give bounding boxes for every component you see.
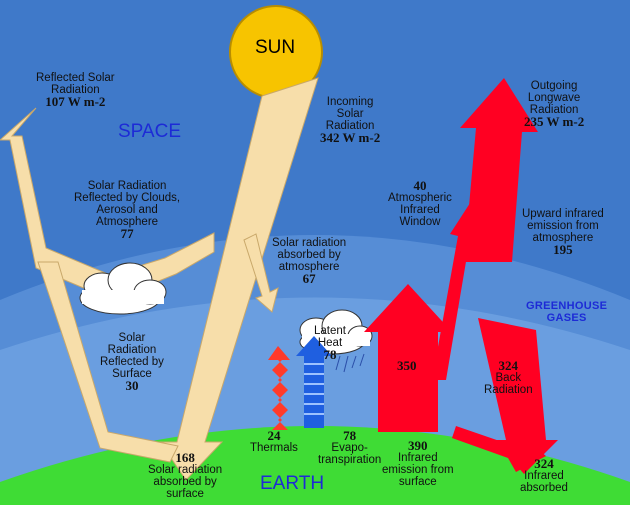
window-label: 40 Atmospheric Infrared Window [388, 178, 452, 228]
upward-ir-label: Upward infrared emission from atmosphere… [522, 208, 604, 257]
greenhouse-label: GREENHOUSE GASES [526, 300, 608, 324]
incoming-solar-beam [159, 77, 319, 481]
ir-emission-label: 390 Infrared emission from surface [382, 438, 454, 488]
reflected-surface-label: Solar Radiation Reflected by Surface 30 [100, 332, 164, 393]
ir-absorbed-label: 324 Infrared absorbed [520, 456, 568, 494]
rain [335, 353, 365, 373]
outgoing-longwave-label: Outgoing Longwave Radiation 235 W m-2 [524, 80, 585, 129]
ir-absorbed-arrow [452, 426, 546, 472]
absorbed-surface-label: 168 Solar radiation absorbed by surface [148, 450, 223, 500]
reflected-solar-label: Reflected Solar Radiation 107 W m-2 [36, 72, 115, 109]
absorbed-atm-value: 67 [302, 271, 316, 286]
reflected-clouds-label: Solar Radiation Reflected by Clouds, Aer… [74, 180, 181, 241]
back-radiation-value: 324 [498, 358, 519, 373]
reflected-surface-arrow [37, 261, 179, 463]
reflected-surface-value: 30 [125, 378, 139, 393]
thermals-label: 24 Thermals [250, 428, 298, 454]
reflected-solar-arrow [0, 107, 215, 301]
space-label: SPACE [118, 121, 182, 142]
latent-heat-value: 78 [323, 347, 337, 362]
surface-emission-arrow [364, 284, 452, 432]
outgoing-longwave-value: 235 W m-2 [524, 114, 585, 129]
cloud-left [79, 262, 167, 315]
sun-label: SUN [255, 37, 296, 58]
back-radiation-label: 324 Back Radiation [484, 358, 533, 396]
latent-heat-label: Latent Heat 78 [314, 325, 346, 362]
absorbed-surface-value: 168 [175, 450, 195, 465]
incoming-solar-label: Incoming Solar Radiation 342 W m-2 [320, 96, 381, 145]
earth-label: EARTH [260, 473, 325, 494]
evapotranspiration-label: 78 Evapo- transpiration [318, 428, 382, 466]
outgoing-longwave-arrow [460, 78, 538, 262]
upward-ir-value: 195 [553, 242, 573, 257]
thermals-value: 24 [267, 428, 281, 443]
incoming-solar-value: 342 W m-2 [320, 130, 381, 145]
ir-emission-value: 390 [408, 438, 428, 453]
window-value: 40 [413, 178, 427, 193]
surface-emission-value: 350 [397, 358, 417, 373]
reflected-clouds-value: 77 [120, 226, 134, 241]
thermals-arrow [268, 346, 290, 430]
ir-absorbed-value: 324 [534, 456, 554, 471]
absorbed-atmosphere-arrow [243, 233, 279, 313]
evapotranspiration-value: 78 [343, 428, 357, 443]
absorbed-atm-label: Solar radiation absorbed by atmosphere 6… [272, 237, 347, 286]
reflected-solar-value: 107 W m-2 [45, 94, 106, 109]
back-radiation-arrow [478, 318, 558, 474]
